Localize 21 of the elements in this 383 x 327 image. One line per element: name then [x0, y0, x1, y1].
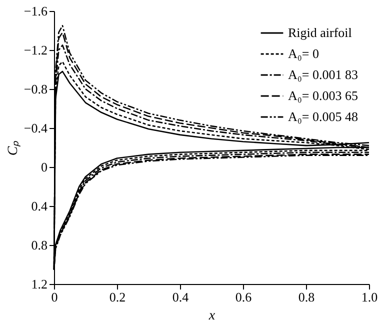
legend-label: Rigid airfoil [288, 25, 352, 40]
x-axis-title: x [208, 308, 216, 324]
y-tick-label: −1.2 [24, 42, 48, 58]
legend-label: A₀= 0.003 65 [288, 88, 358, 103]
y-tick-label: 0 [41, 160, 48, 174]
x-tick-label: 0 [51, 290, 58, 304]
x-tick-label: 0.4 [172, 290, 190, 304]
x-tick-label: 1.0 [361, 290, 378, 304]
legend-label: A₀= 0.001 83 [288, 67, 358, 82]
y-tick-label: 0.8 [31, 238, 48, 252]
x-tick-label: 0.8 [298, 290, 315, 304]
y-tick-label: −1.6 [24, 4, 48, 18]
x-tick-label: 0.6 [235, 290, 252, 304]
legend-label: A₀= 0.005 48 [288, 109, 358, 124]
y-tick-label: 0.4 [31, 198, 48, 214]
y-tick-label: 1.2 [31, 276, 48, 292]
y-axis-title: Cₚ [6, 140, 21, 156]
y-tick-label: −0.4 [24, 120, 48, 136]
y-tick-label: −0.8 [24, 82, 48, 96]
x-tick-label: 0.2 [109, 290, 126, 304]
legend-label: A₀= 0 [288, 46, 320, 61]
